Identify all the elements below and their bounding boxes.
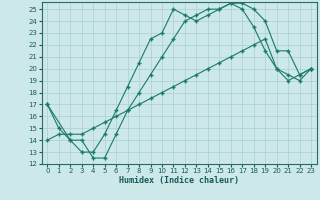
- X-axis label: Humidex (Indice chaleur): Humidex (Indice chaleur): [119, 176, 239, 185]
